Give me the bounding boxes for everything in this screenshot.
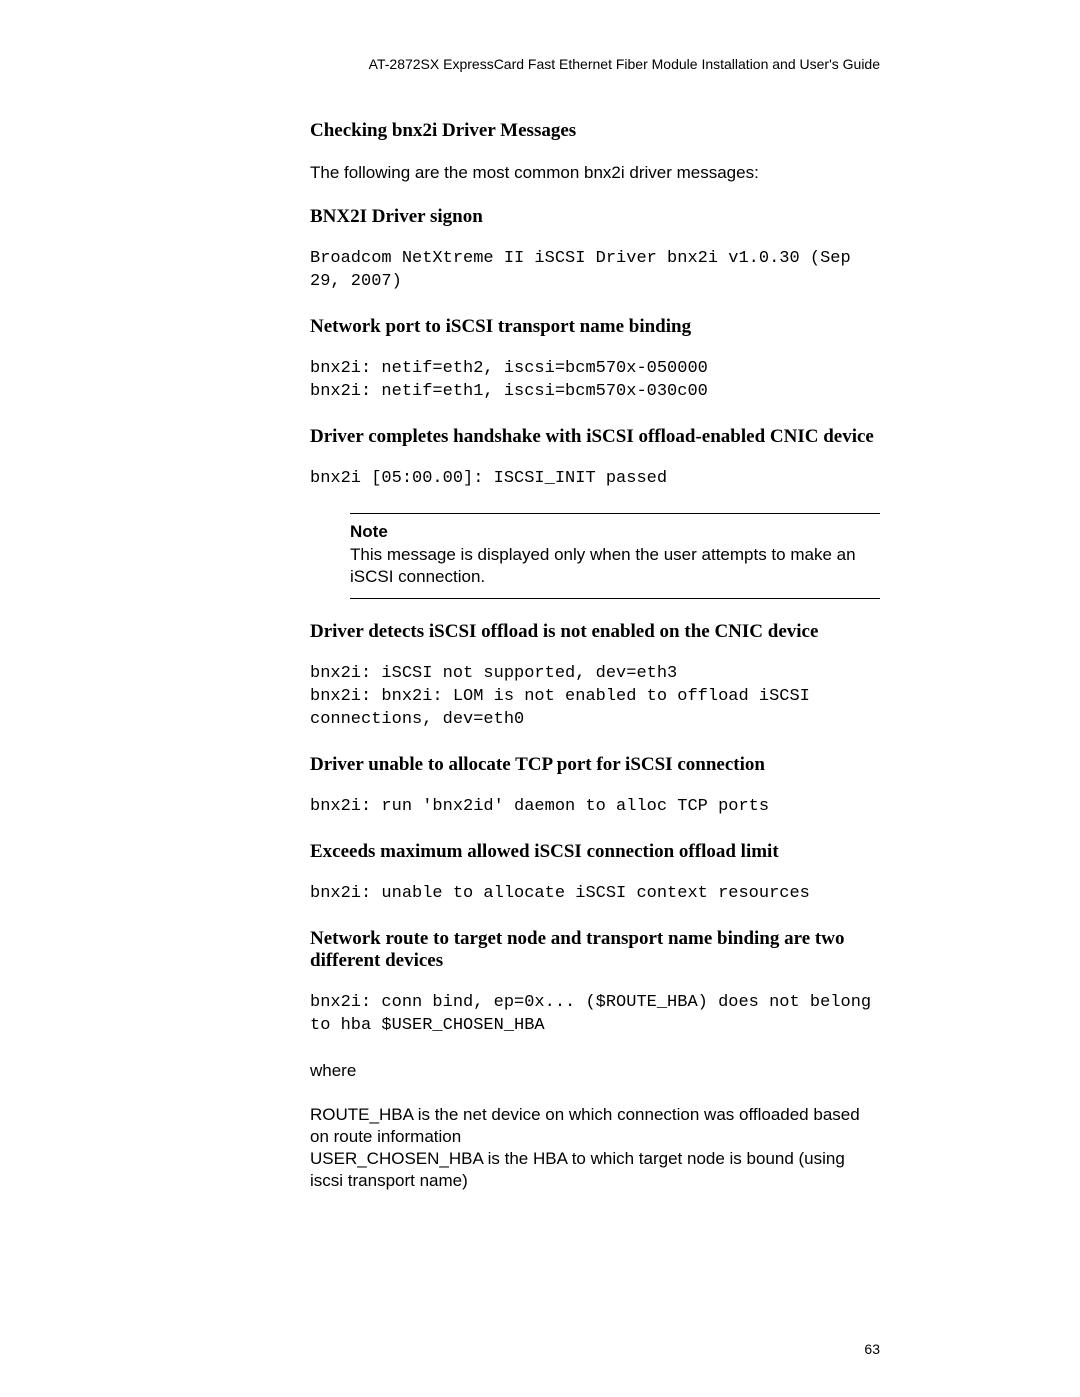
code-notenabled: bnx2i: iSCSI not supported, dev=eth3 bnx…: [310, 663, 880, 732]
page-number: 63: [864, 1341, 880, 1357]
section-heading-notenabled: Driver detects iSCSI offload is not enab…: [310, 621, 880, 643]
code-tcpport: bnx2i: run 'bnx2id' daemon to alloc TCP …: [310, 796, 880, 819]
section-heading-signon: BNX2I Driver signon: [310, 206, 880, 228]
section-heading-checking: Checking bnx2i Driver Messages: [310, 120, 880, 142]
code-signon: Broadcom NetXtreme II iSCSI Driver bnx2i…: [310, 248, 880, 294]
code-binding: bnx2i: netif=eth2, iscsi=bcm570x-050000 …: [310, 358, 880, 404]
section-heading-handshake: Driver completes handshake with iSCSI of…: [310, 426, 880, 448]
section-heading-route: Network route to target node and transpo…: [310, 928, 880, 972]
intro-text: The following are the most common bnx2i …: [310, 162, 880, 184]
code-exceeds: bnx2i: unable to allocate iSCSI context …: [310, 883, 880, 906]
code-handshake: bnx2i [05:00.00]: ISCSI_INIT passed: [310, 468, 880, 491]
code-route: bnx2i: conn bind, ep=0x... ($ROUTE_HBA) …: [310, 992, 880, 1038]
page-content: AT-2872SX ExpressCard Fast Ethernet Fibe…: [0, 0, 1080, 1254]
explanation-text: ROUTE_HBA is the net device on which con…: [310, 1104, 880, 1192]
section-heading-tcpport: Driver unable to allocate TCP port for i…: [310, 754, 880, 776]
document-header: AT-2872SX ExpressCard Fast Ethernet Fibe…: [310, 56, 880, 72]
note-label: Note: [350, 522, 880, 542]
note-box: Note This message is displayed only when…: [350, 513, 880, 599]
where-text: where: [310, 1060, 880, 1082]
note-text: This message is displayed only when the …: [350, 544, 880, 588]
section-heading-binding: Network port to iSCSI transport name bin…: [310, 316, 880, 338]
section-heading-exceeds: Exceeds maximum allowed iSCSI connection…: [310, 841, 880, 863]
